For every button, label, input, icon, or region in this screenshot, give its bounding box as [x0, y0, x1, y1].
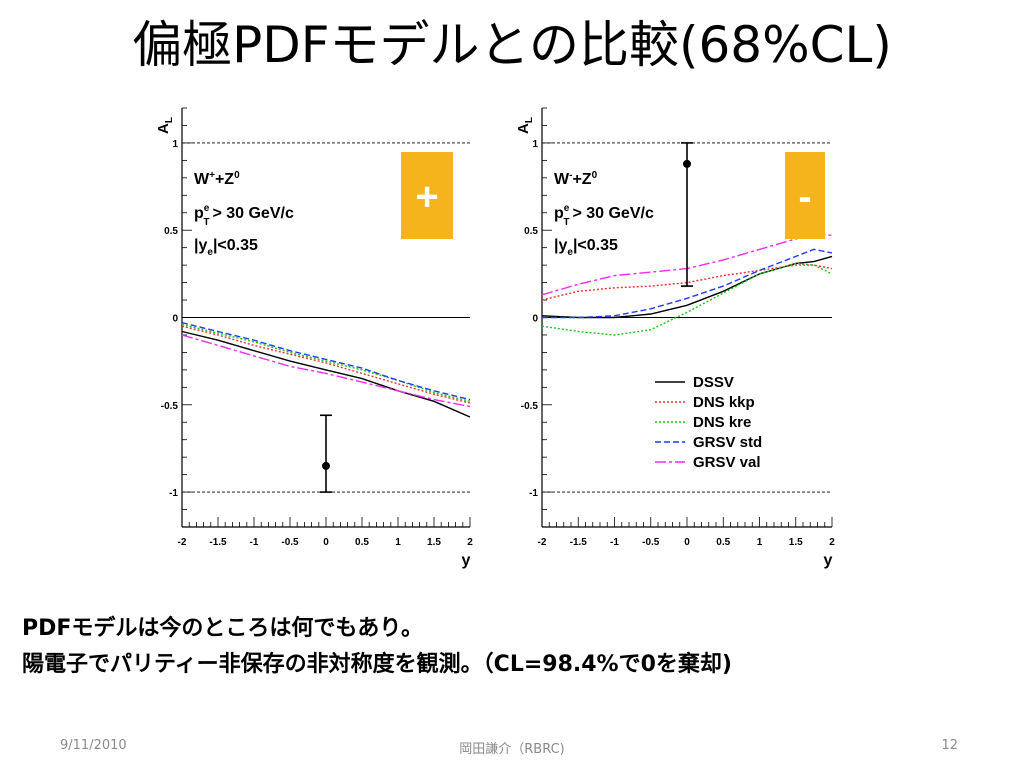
x-tick-label: 0.5: [355, 537, 369, 548]
x-tick-label: -0.5: [281, 537, 299, 548]
series-line: [541, 264, 833, 301]
y-tick-label: 0: [172, 314, 178, 325]
annotation-pt-cut: pe T> 30 GeV/c: [194, 203, 294, 228]
y-tick-label: -0.5: [161, 401, 179, 412]
y-tick-label: -0.5: [521, 401, 539, 412]
series-line: [181, 323, 471, 402]
annotation-process: W++Z0: [194, 170, 240, 188]
x-tick-label: -1.5: [209, 537, 227, 548]
x-axis-label: y: [824, 552, 833, 569]
y-tick-label: 1: [532, 139, 538, 150]
legend-label: DNS kre: [693, 414, 751, 431]
x-tick-label: 2: [829, 537, 835, 548]
y-tick-label: 0: [532, 314, 538, 325]
series-line: [541, 255, 833, 319]
charge-badge: [401, 152, 453, 239]
charts-figure: -2 -1.5 -1 -0.5 0 0.5 1 1.5 210.50-0.5-1ALyW++Z0…: [155, 107, 835, 569]
body-text-line-2: 陽電子でパリティー非保存の非対称度を観測。（CL=98.4%で0を棄却): [22, 652, 732, 677]
series-line: [181, 322, 471, 401]
x-axis-label: y: [462, 552, 471, 569]
y-tick-label: -1: [529, 488, 538, 499]
charge-badge-label: +: [415, 175, 438, 219]
x-tick-label: 1.5: [789, 537, 803, 548]
x-tick-label: -0.5: [642, 537, 660, 548]
annotation-pt-cut: pe T> 30 GeV/c: [554, 203, 654, 228]
series-line: [542, 248, 833, 319]
annotation-process: W-+Z0: [554, 170, 598, 188]
x-tick-label: -1.5: [570, 537, 588, 548]
x-tick-label: 0: [684, 537, 690, 548]
y-tick-label: 0.5: [524, 226, 538, 237]
legend-label: GRSV val: [693, 454, 761, 471]
y-axis-label: AL: [155, 117, 175, 134]
y-axis-label: AL: [515, 117, 535, 134]
body-text-line-1: PDFモデルは今のところは何でもあり。: [22, 616, 423, 641]
x-tick-label: 1.5: [427, 537, 441, 548]
y-tick-label: -1: [169, 488, 178, 499]
x-tick-label: 0: [323, 537, 329, 548]
legend-label: DNS kkp: [693, 394, 755, 411]
footer-date: 9/11/2010: [60, 738, 127, 753]
x-tick-label: -1: [250, 537, 259, 548]
chart-panel-1: -2 -1.5 -1 -0.5 0 0.5 1 1.5 2 1 0.5 0 -0.5 -1 AL y W++Z0…: [155, 107, 473, 569]
legend-label: DSSV: [693, 374, 734, 391]
series-line: [181, 330, 471, 418]
annotation-rapidity-cut: |ye|<0.35: [554, 237, 618, 258]
y-tick-label: 0.5: [164, 226, 178, 237]
x-tick-label: 1: [395, 537, 401, 548]
charge-badge-label: -: [798, 175, 811, 219]
charge-badge: [785, 152, 825, 239]
series-line: [181, 334, 471, 408]
data-point: [322, 461, 330, 470]
data-point: [683, 159, 691, 168]
footer-author: 岡田謙介（RBRC): [459, 742, 565, 757]
footer-page-number: 12: [941, 738, 958, 753]
x-tick-label: -2: [538, 537, 547, 548]
x-tick-label: 1: [757, 537, 763, 548]
y-tick-label: 1: [172, 139, 178, 150]
chart-panel-2: -2 -1.5 -1 -0.5 0 0.5 1 1.5 2 1 0.5 0 -0.5 -1 AL y W-+Z0…: [515, 107, 835, 569]
x-tick-label: 0.5: [716, 537, 730, 548]
x-tick-label: -2: [178, 537, 187, 548]
x-tick-label: -1: [610, 537, 619, 548]
annotation-rapidity-cut: |ye|<0.35: [194, 237, 258, 258]
legend-label: GRSV std: [693, 434, 762, 451]
x-tick-label: 2: [467, 537, 473, 548]
series-line: [181, 325, 471, 404]
slide-title: 偏極PDFモデルとの比較(68%CL): [132, 16, 892, 74]
